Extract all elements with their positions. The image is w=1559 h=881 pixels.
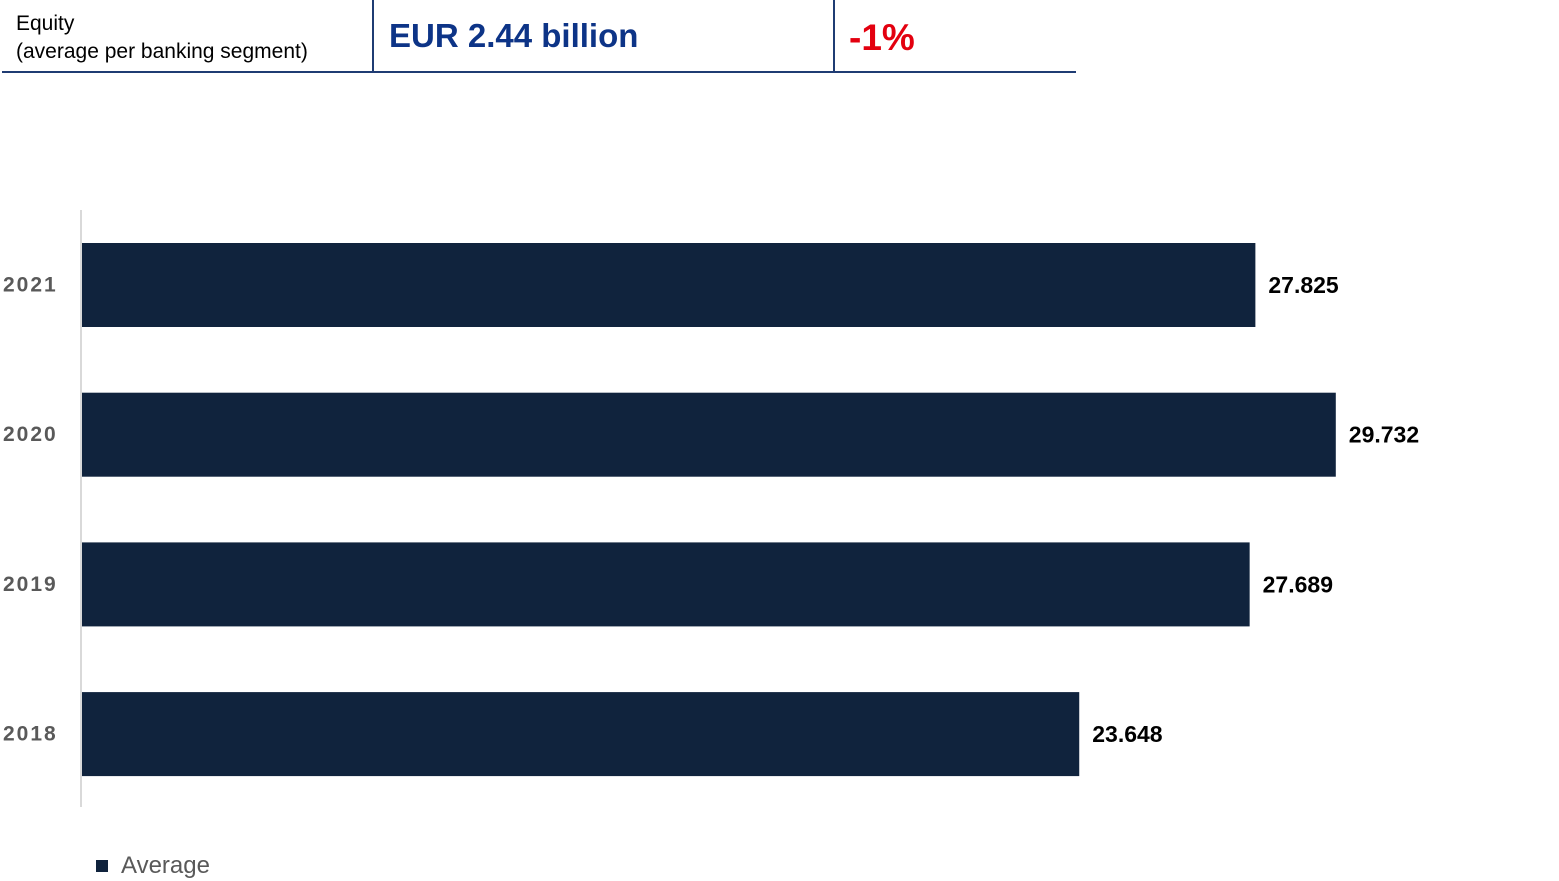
chart-legend: Average — [96, 851, 210, 881]
bar-2018 — [82, 692, 1080, 777]
kpi-change: -1% — [849, 17, 915, 58]
kpi-separator — [372, 0, 374, 73]
kpi-strip: Equity (average per banking segment) EUR… — [0, 0, 1076, 73]
legend-swatch — [96, 860, 108, 872]
kpi-label-line1: Equity — [16, 12, 75, 35]
data-label-2019: 27.689 — [1263, 571, 1333, 597]
kpi-label-line2: (average per banking segment) — [16, 40, 308, 63]
tick-label-2019: 2019 — [3, 573, 58, 596]
kpi-label: Equity (average per banking segment) — [16, 10, 308, 66]
data-label-2021: 27.825 — [1268, 272, 1339, 298]
tick-label-2018: 2018 — [3, 723, 58, 746]
bar-2020 — [82, 392, 1336, 477]
kpi-underline — [2, 71, 1076, 73]
tick-label-2021: 2021 — [3, 274, 58, 297]
data-label-2018: 23.648 — [1092, 721, 1163, 747]
legend-label: Average — [121, 852, 210, 879]
tick-label-2020: 2020 — [3, 423, 58, 446]
bar-2021 — [82, 243, 1256, 327]
kpi-separator — [833, 0, 835, 73]
data-label-2020: 29.732 — [1349, 422, 1419, 448]
kpi-value: EUR 2.44 billion — [389, 17, 639, 54]
bar-2019 — [82, 542, 1250, 627]
